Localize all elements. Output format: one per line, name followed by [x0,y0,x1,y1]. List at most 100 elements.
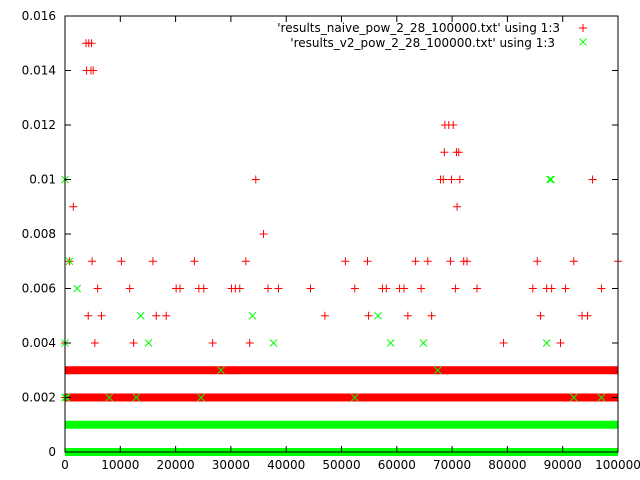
series-0-point-34 [259,230,268,238]
y-tick-label-8: 0.016 [22,9,56,23]
series-0-point-35 [263,284,272,293]
x-tick-label-7: 70000 [433,458,471,472]
series-0-point-38 [320,311,329,320]
legend-marker-v2 [579,38,587,46]
legend: 'results_naive_pow_2_28_100000.txt' usin… [277,21,587,50]
series-1-point-5 [73,284,82,293]
series-1-point-19 [542,339,551,347]
series-0-point-23 [176,284,185,293]
series-0-point-32 [245,339,254,347]
series-0-point-12 [88,257,97,266]
series-0-point-44 [382,284,391,293]
legend-label-naive: 'results_naive_pow_2_28_100000.txt' usin… [277,21,560,35]
legend-cross-marker [579,38,587,46]
series-1-point-16 [386,339,395,347]
series-0-point-70 [533,257,542,266]
series-1-point-6 [105,393,114,402]
series-1-point-9 [144,339,153,347]
series-0-point-49 [417,284,426,293]
series-0-point-7 [87,39,96,48]
series-0-point-75 [561,284,570,293]
series-0-point-40 [350,284,359,293]
series-1-point-17 [419,339,428,347]
series-1-point-12 [248,311,257,320]
series-0-point-17 [125,284,134,293]
y-tick-label-6: 0.012 [22,118,56,132]
series-0-point-51 [427,311,436,320]
series-0-point-60 [451,284,460,293]
series-0-point-54 [440,148,449,157]
series-0-point-30 [235,284,244,293]
series-1-point-22 [569,393,578,402]
series-0-point-68 [499,339,508,347]
series-0-point-74 [556,339,565,347]
series-0-point-41 [363,257,372,266]
series-0-point-24 [190,257,199,266]
x-tick-label-8: 80000 [488,458,526,472]
series-0-point-14 [93,284,102,293]
x-tick-label-4: 40000 [267,458,305,472]
series-1-point-11 [217,366,225,375]
series-0-point-16 [117,257,126,266]
x-tick-label-10: 100000 [595,458,640,472]
series-0-band-0 [65,366,618,375]
series-0-point-73 [547,284,556,293]
x-tick-label-3: 30000 [212,458,250,472]
y-tick-label-4: 0.008 [22,227,56,241]
y-tick-label-3: 0.006 [22,282,56,296]
series-0-point-36 [274,284,283,293]
series-naive-bands [65,366,618,402]
series-0-point-48 [411,257,420,266]
series-0-point-11 [84,311,93,320]
x-tick-label-6: 60000 [378,458,416,472]
series-1-point-8 [136,311,145,320]
series-0-point-21 [162,311,171,320]
series-1-point-10 [197,393,205,402]
legend-plus-marker [579,24,587,32]
series-1-point-23 [597,393,606,402]
series-0-point-13 [90,339,99,347]
series-0-band-1 [65,393,618,402]
series-0-point-50 [423,257,432,266]
series-0-point-67 [472,284,481,293]
series-1-point-20 [546,175,554,184]
x-tick-label-0: 0 [61,458,69,472]
series-0-point-78 [583,311,592,320]
series-0-point-47 [403,311,412,320]
series-0-point-33 [251,175,260,184]
series-0-point-20 [152,311,161,320]
y-tick-label-1: 0.002 [22,391,56,405]
series-1-point-14 [350,393,359,402]
x-tick-label-5: 50000 [322,458,360,472]
series-0-point-37 [306,284,315,293]
y-tick-label-0: 0 [48,445,56,459]
series-0-point-10 [89,66,98,75]
legend-marker-naive [579,24,587,32]
series-0-point-46 [399,284,408,293]
series-0-point-19 [148,257,157,266]
series-0-point-53 [439,175,448,184]
series-0-point-42 [364,311,373,320]
x-tick-label-1: 10000 [101,458,139,472]
series-0-point-69 [528,284,537,293]
series-0-point-62 [453,202,462,211]
series-1-point-21 [547,175,555,184]
series-0-point-59 [449,121,458,129]
x-tick-label-9: 90000 [544,458,582,472]
series-1-point-7 [132,393,141,402]
series-0-point-80 [597,284,606,293]
series-1-point-18 [433,366,442,375]
series-0-point-27 [208,339,217,347]
x-axis-ticks: 0 10000 20000 30000 40000 50000 60000 70000 8000… [61,16,640,472]
series-0-point-26 [199,284,208,293]
y-tick-label-5: 0.01 [29,173,56,187]
series-0-point-15 [97,311,106,320]
series-0-point-39 [341,257,350,266]
series-0-point-63 [454,148,463,157]
y-axis-ticks: 0 0.002 0.004 0.006 0.008 0.01 0.012 0.014 0.016 [22,9,618,459]
series-0-point-79 [588,175,597,184]
x-tick-label-2: 20000 [157,458,195,472]
series-0-point-71 [536,311,545,320]
plot-frame [64,15,619,453]
